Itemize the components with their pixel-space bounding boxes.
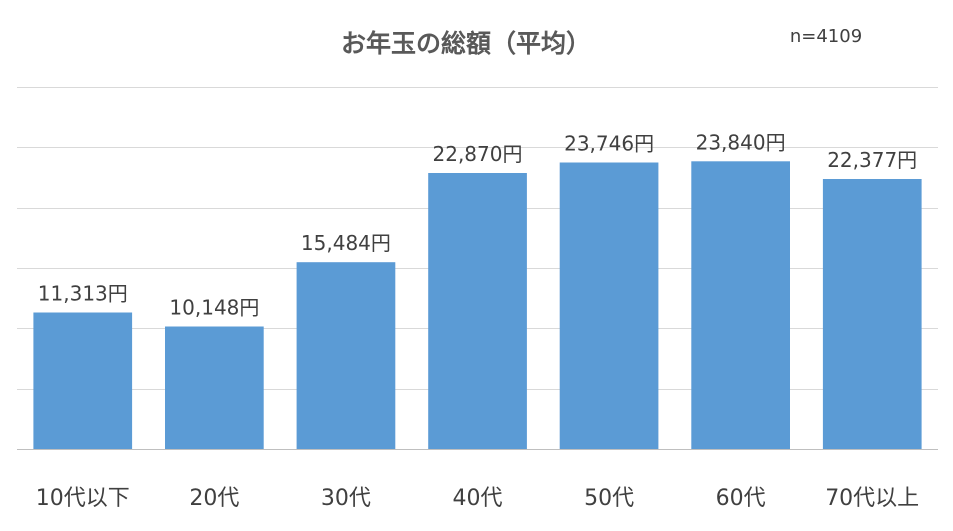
bar-3 xyxy=(296,262,396,449)
bar-2 xyxy=(165,326,264,449)
sample-size-label: n=4109 xyxy=(790,26,862,47)
data-label-4: 22,870円 xyxy=(433,142,523,166)
bar-4 xyxy=(428,173,527,449)
category-label-1: 10代以下 xyxy=(36,486,130,511)
data-label-5: 23,746円 xyxy=(564,132,654,156)
bar-7 xyxy=(822,179,922,449)
bar-5 xyxy=(559,162,659,449)
category-labels: 10代以下 20代 30代 40代 50代 60代 70代以上 xyxy=(36,486,919,511)
category-label-5: 50代 xyxy=(584,486,634,511)
data-label-6: 23,840円 xyxy=(696,130,786,154)
category-label-2: 20代 xyxy=(189,486,239,511)
category-label-7: 70代以上 xyxy=(825,486,919,511)
bar-1 xyxy=(33,312,133,449)
chart-title: お年玉の総額（平均） xyxy=(341,29,591,58)
category-label-6: 60代 xyxy=(716,486,766,511)
data-label-1: 11,313円 xyxy=(38,282,128,306)
data-label-2: 10,148円 xyxy=(169,296,259,320)
category-label-4: 40代 xyxy=(453,486,503,511)
category-label-3: 30代 xyxy=(321,486,371,511)
bar-6 xyxy=(691,161,790,450)
data-label-7: 22,377円 xyxy=(827,148,917,172)
bars xyxy=(33,161,922,450)
data-label-3: 15,484円 xyxy=(301,231,391,255)
data-labels: 11,313円 10,148円 15,484円 22,870円 23,746円 23,84… xyxy=(38,130,917,319)
